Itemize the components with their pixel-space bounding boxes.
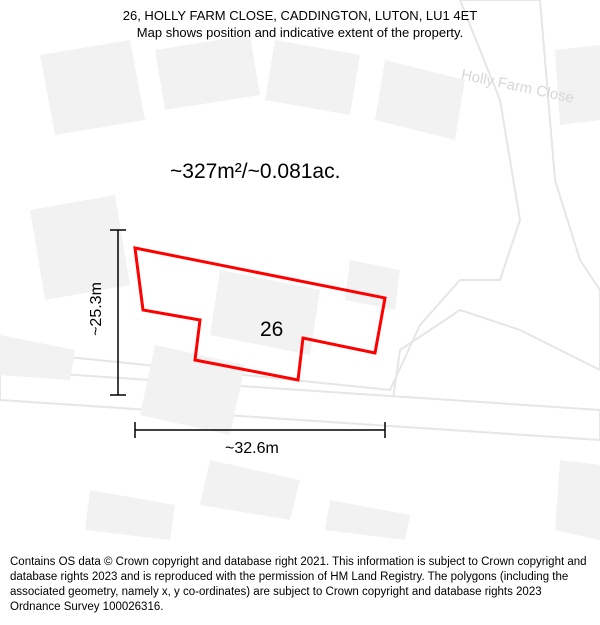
vertical-dimension: ~25.3m <box>88 282 106 336</box>
address-title: 26, HOLLY FARM CLOSE, CADDINGTON, LUTON,… <box>10 8 590 25</box>
building <box>265 40 360 115</box>
building <box>85 490 175 540</box>
horizontal-dimension: ~32.6m <box>225 440 279 458</box>
building <box>555 45 600 125</box>
building <box>325 500 410 540</box>
building <box>40 40 145 135</box>
horizontal-dim-line <box>135 422 385 438</box>
building <box>30 195 130 300</box>
header: 26, HOLLY FARM CLOSE, CADDINGTON, LUTON,… <box>0 0 600 46</box>
building <box>345 260 400 310</box>
building <box>140 345 245 435</box>
building <box>200 460 300 520</box>
building <box>555 460 600 540</box>
plot-number: 26 <box>260 318 283 342</box>
header-subtitle: Map shows position and indicative extent… <box>10 25 590 42</box>
footer-copyright: Contains OS data © Crown copyright and d… <box>0 549 600 625</box>
area-label: ~327m²/~0.081ac. <box>170 160 340 184</box>
building <box>375 60 465 140</box>
building <box>0 335 75 380</box>
building <box>155 35 260 110</box>
